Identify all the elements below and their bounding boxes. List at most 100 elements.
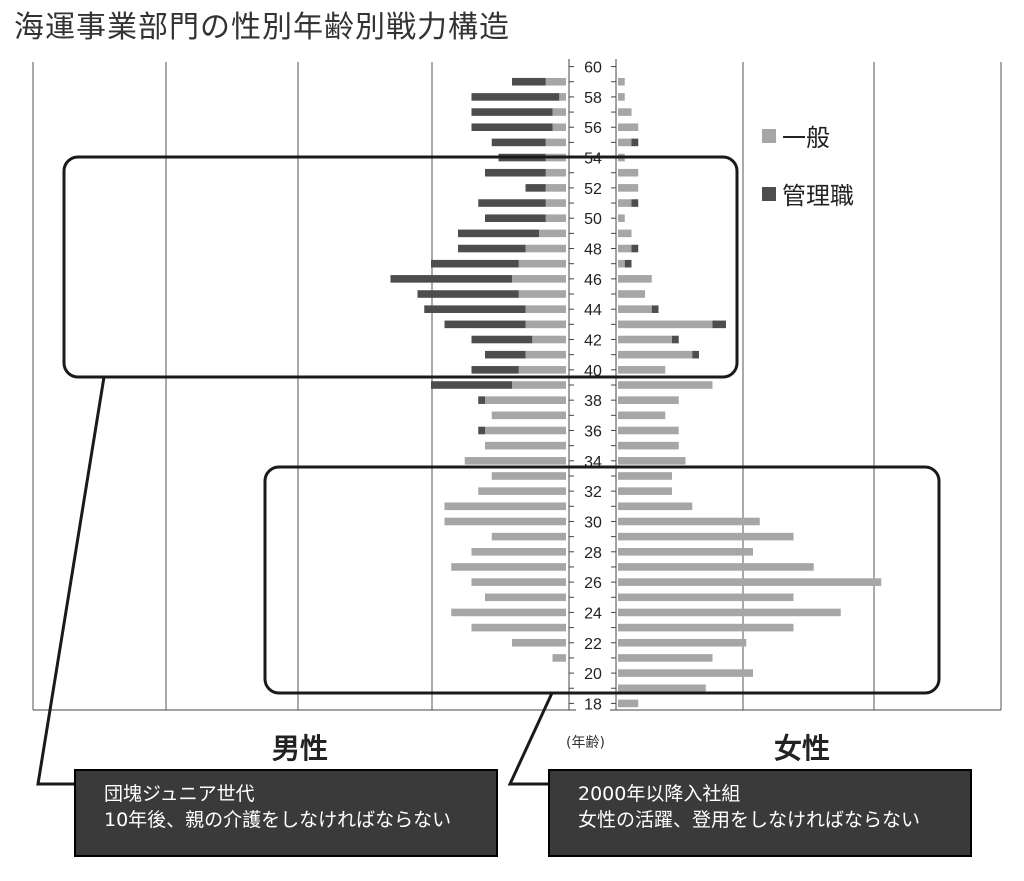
bar-female-age-55-general: [618, 138, 632, 147]
bar-male-age-55-manager: [491, 138, 546, 147]
bar-female-age-57-general: [618, 108, 632, 116]
callout-post-2000: 2000年以降入社組 女性の活躍、登用をしなければならない: [548, 769, 972, 857]
bar-female-age-25-general: [618, 593, 794, 602]
bar-male-age-48-manager: [458, 244, 526, 253]
age-tick-label-44: 44: [584, 302, 602, 319]
bar-female-age-56-general: [618, 123, 639, 132]
age-label-bg-24: [576, 603, 610, 622]
age-label-bg-32: [576, 482, 610, 501]
bar-female-age-47-general: [618, 259, 625, 268]
bar-female-age-33-general: [618, 472, 672, 480]
bar-male-age-45-manager: [417, 290, 519, 298]
bar-male-age-52-manager: [525, 184, 546, 192]
age-label-bg-30: [576, 512, 610, 531]
bar-female-age-40-general: [618, 366, 666, 374]
bar-female-age-41-general: [618, 350, 693, 359]
bar-female-age-19-general: [618, 684, 706, 693]
bar-male-age-34-general: [464, 457, 566, 465]
age-tick-label-52: 52: [584, 181, 602, 198]
bar-male-age-57-general: [552, 108, 566, 116]
bar-male-age-26-general: [471, 578, 566, 586]
age-label-bg-22: [576, 633, 610, 652]
bar-female-age-34-general: [618, 457, 686, 465]
callout-left-line2: 10年後、親の介護をしなければならない: [104, 809, 452, 831]
age-label-bg-48: [576, 239, 610, 258]
bar-female-age-18-general: [618, 699, 639, 708]
bar-male-age-24-general: [451, 608, 566, 617]
bar-female-age-26-general: [618, 578, 882, 586]
bar-female-age-44-manager: [651, 305, 659, 313]
age-tick-label-22: 22: [584, 636, 602, 653]
bar-female-age-29-general: [618, 532, 794, 541]
bar-male-age-46-manager: [390, 275, 512, 283]
age-tick-label-42: 42: [584, 333, 602, 350]
age-unit-label: (年齢): [566, 735, 605, 751]
bar-male-age-35-general: [485, 441, 566, 450]
bar-male-age-56-manager: [471, 123, 553, 132]
bar-female-age-45-general: [618, 290, 645, 298]
bar-female-age-43-general: [618, 320, 713, 329]
bar-female-age-52-general: [618, 184, 639, 192]
bar-male-age-53-general: [545, 168, 566, 177]
age-label-bg-26: [576, 573, 610, 592]
age-tick-label-38: 38: [584, 393, 602, 410]
age-label-bg-52: [576, 178, 610, 197]
bar-male-age-42-manager: [471, 335, 533, 344]
age-tick-label-20: 20: [584, 666, 602, 683]
bar-male-age-51-manager: [478, 199, 546, 207]
bar-male-age-23-general: [471, 623, 566, 632]
age-label-bg-34: [576, 451, 610, 470]
age-tick-label-18: 18: [584, 696, 602, 713]
bar-female-age-28-general: [618, 548, 753, 556]
bar-male-age-55-general: [545, 138, 566, 147]
bar-female-age-37-general: [618, 411, 666, 420]
age-label-bg-56: [576, 118, 610, 137]
age-label-bg-58: [576, 87, 610, 106]
legend-label-general: 一般: [782, 124, 830, 152]
bar-female-age-31-general: [618, 502, 693, 511]
bar-female-age-51-manager: [631, 199, 639, 207]
age-label-bg-18: [576, 694, 610, 713]
bar-male-age-53-manager: [485, 168, 546, 177]
age-tick-label-50: 50: [584, 211, 602, 228]
bar-male-age-40-general: [518, 366, 566, 374]
bar-female-age-21-general: [618, 654, 713, 662]
bar-female-age-43-manager: [712, 320, 726, 329]
bar-male-age-49-general: [539, 229, 566, 238]
legend-item-general: 一般: [762, 118, 830, 153]
bar-female-age-49-general: [618, 229, 632, 238]
bar-male-age-28-general: [471, 548, 566, 556]
bar-male-age-39-general: [512, 381, 566, 389]
grid-lines: [32, 62, 1002, 711]
age-tick-label-28: 28: [584, 545, 602, 562]
bar-female-age-55-manager: [631, 138, 639, 147]
bar-male-age-38-manager: [478, 396, 485, 404]
bar-female-age-38-general: [618, 396, 679, 404]
bar-female-age-48-general: [618, 244, 632, 253]
bar-male-age-59-manager: [512, 77, 546, 86]
bar-female-age-23-general: [618, 623, 794, 632]
frame-dankai-junior: [62, 155, 739, 379]
bars: [390, 77, 882, 708]
age-label-bg-28: [576, 542, 610, 561]
bar-male-age-36-general: [485, 426, 566, 435]
age-label-bg-38: [576, 391, 610, 410]
bar-female-age-50-general: [618, 214, 625, 222]
bar-male-age-51-general: [545, 199, 566, 207]
bar-male-age-36-manager: [478, 426, 485, 435]
highlight-frames: [36, 155, 941, 786]
age-tick-label-60: 60: [584, 60, 602, 77]
bar-male-age-52-general: [545, 184, 566, 192]
bar-male-age-58-manager: [471, 93, 560, 101]
age-tick-label-54: 54: [584, 151, 602, 168]
legend-item-manager: 管理職: [762, 176, 854, 211]
bar-female-age-48-manager: [631, 244, 639, 253]
frame-post-2000: [263, 465, 941, 695]
bar-male-age-33-general: [491, 472, 566, 480]
female-label: 女性: [774, 732, 831, 765]
bar-female-age-30-general: [618, 517, 760, 526]
bar-female-age-58-general: [618, 93, 625, 101]
bar-male-age-44-general: [525, 305, 566, 313]
bar-male-age-43-manager: [444, 320, 526, 329]
age-tick-label-36: 36: [584, 423, 602, 440]
